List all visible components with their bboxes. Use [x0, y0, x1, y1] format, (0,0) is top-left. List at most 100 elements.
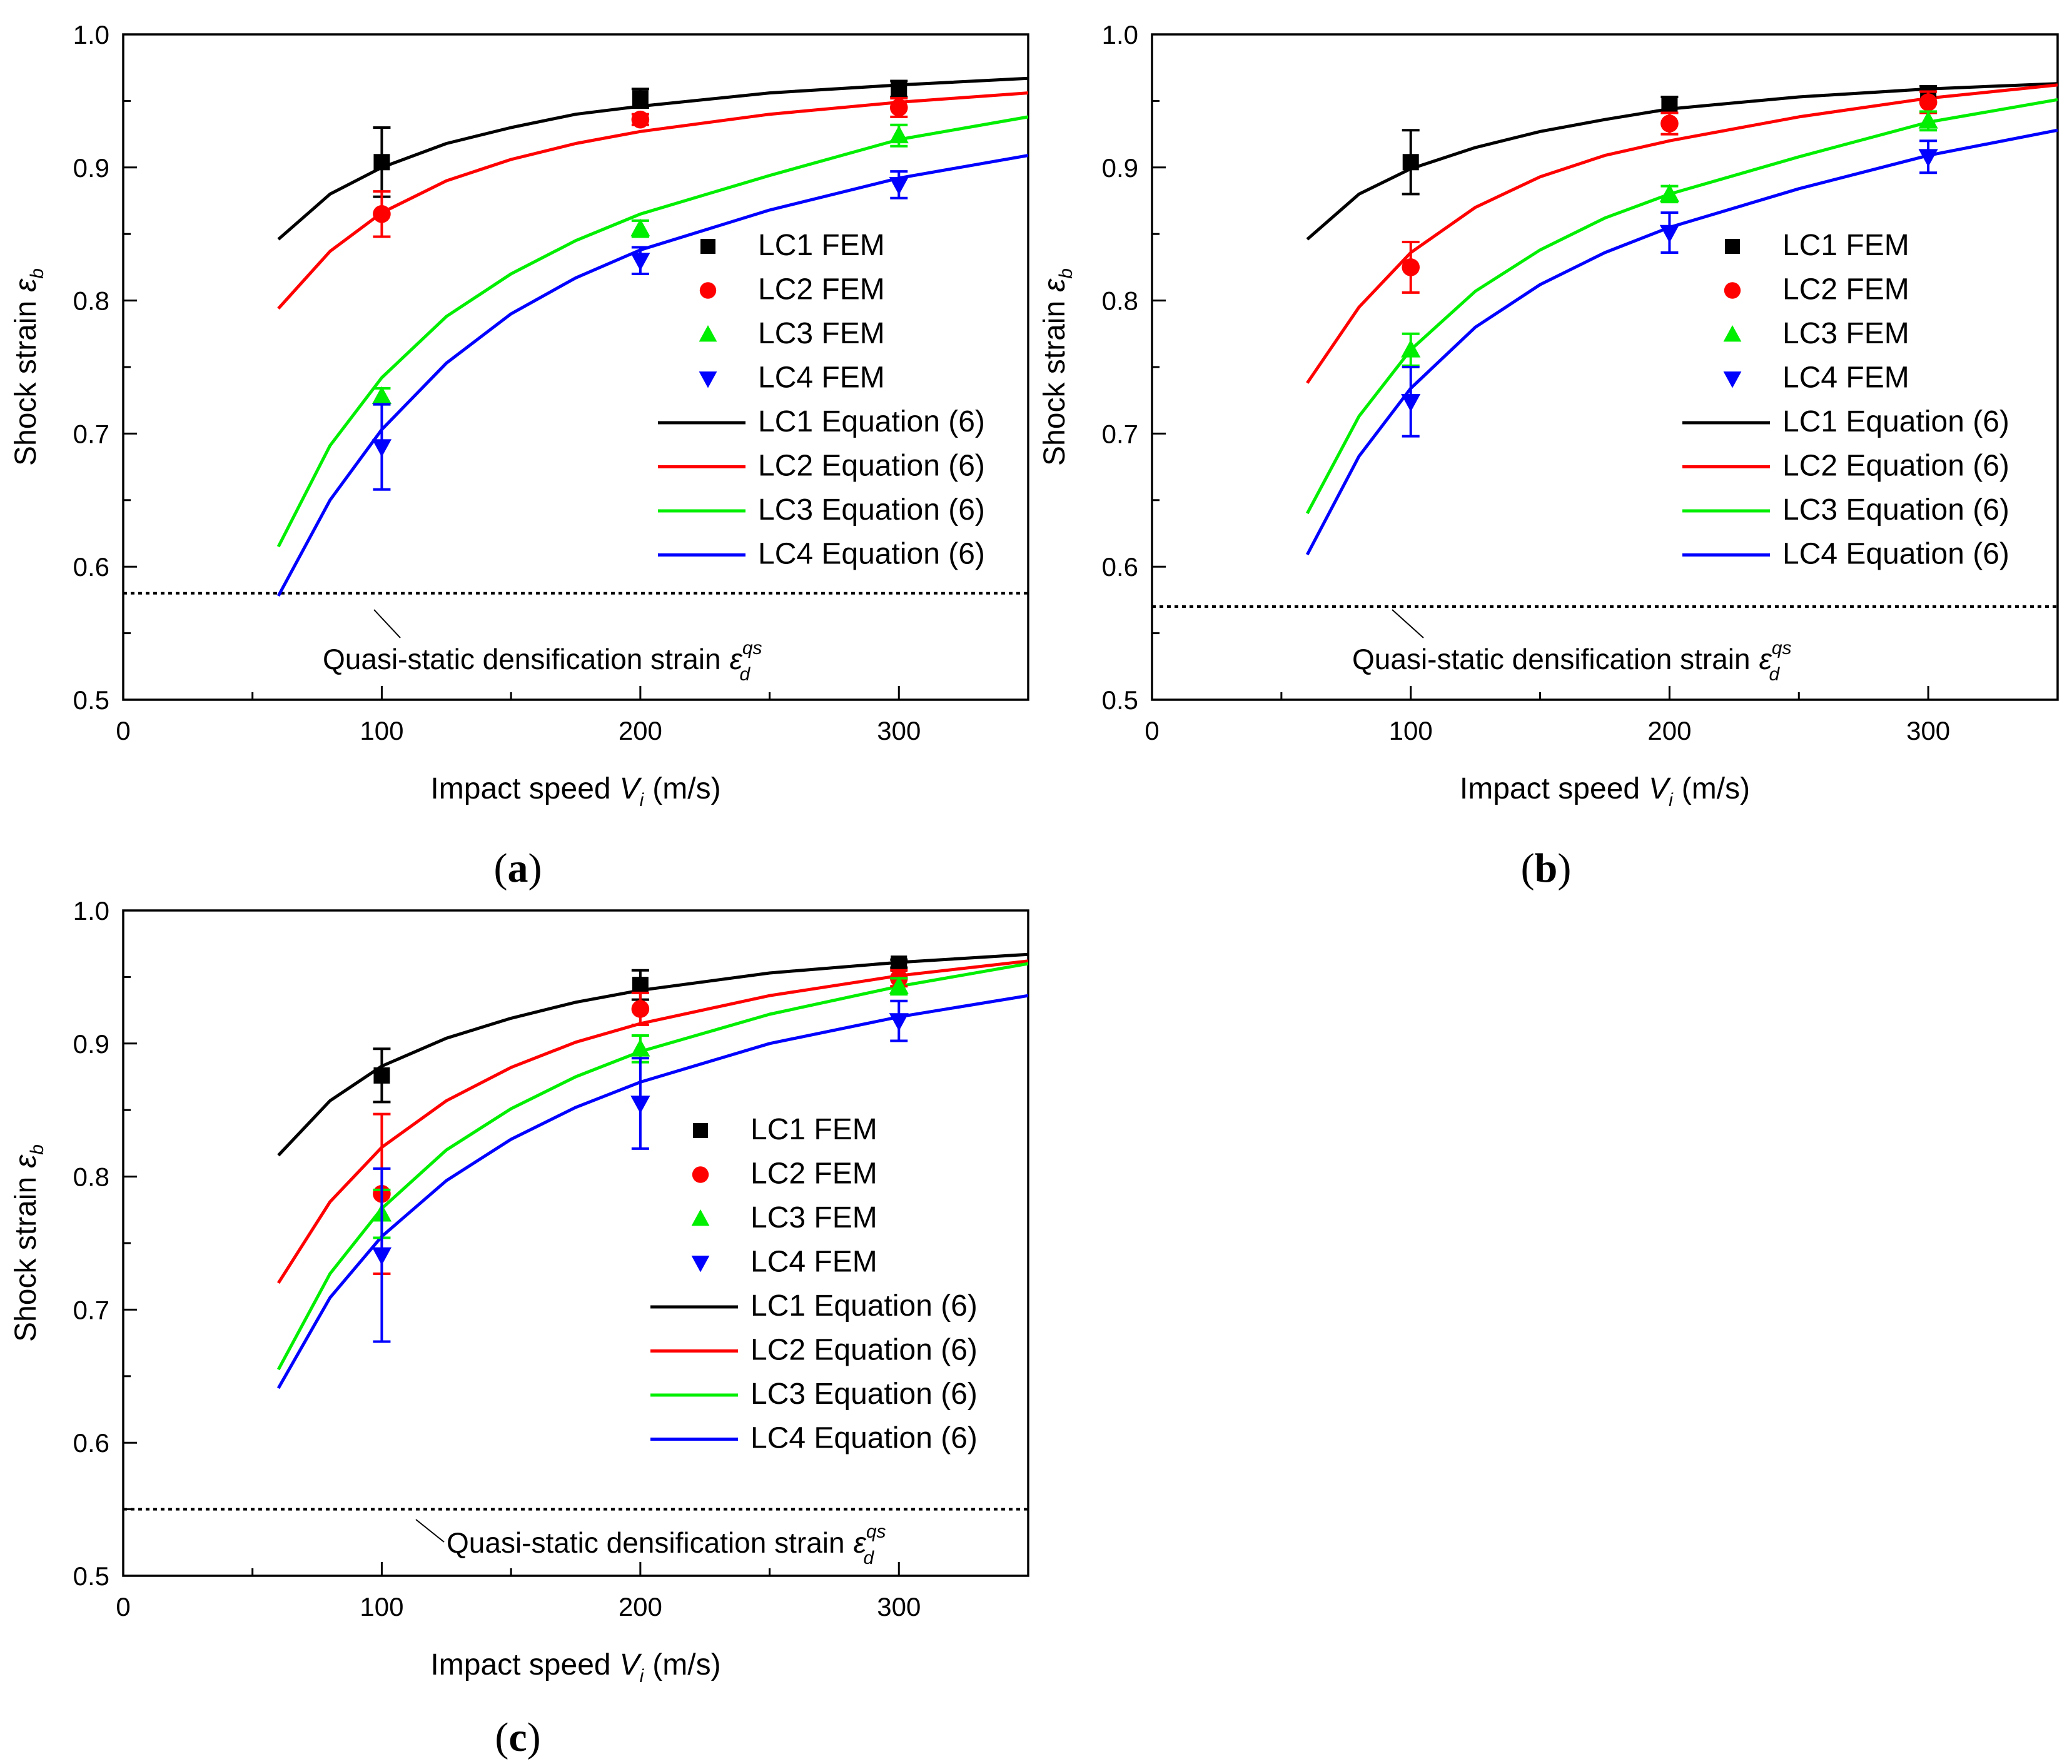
y-tick-label: 0.5 — [73, 1561, 109, 1591]
legend-marker-lc3 — [691, 1209, 710, 1226]
legend: LC1 FEM LC2 FEM LC3 FEM LC4 FEM LC1 Equation… — [650, 1113, 978, 1455]
x-tick-label: 0 — [1145, 716, 1159, 745]
note-symbol: ε — [854, 1526, 867, 1559]
marker-lc3-fem — [889, 976, 909, 994]
legend-label: LC1 Equation (6) — [750, 1289, 978, 1323]
marker-lc4-fem — [371, 439, 392, 457]
y-axis-label-text: Shock strain — [9, 1177, 43, 1342]
note-text: Quasi-static densification strain — [447, 1526, 845, 1559]
x-tick-label: 0 — [116, 1592, 130, 1621]
legend-label: LC2 FEM — [750, 1157, 877, 1191]
marker-lc1-fem — [632, 90, 649, 107]
marker-lc3-fem — [889, 125, 909, 144]
panel-caption-letter: c — [508, 1715, 527, 1760]
curve-lc1 — [277, 76, 1028, 241]
note-text: Quasi-static densification strain — [1352, 643, 1751, 675]
legend-label: LC4 Equation (6) — [1782, 538, 2009, 571]
curve-lc1 — [1306, 82, 2058, 241]
x-axis-label-text: Impact speed — [430, 1648, 610, 1681]
legend-label: LC2 FEM — [758, 273, 885, 306]
y-tick-label: 0.8 — [1102, 286, 1138, 316]
legend-label: LC1 Equation (6) — [758, 405, 985, 438]
marker-lc4-fem — [371, 1247, 392, 1266]
curve-lc2 — [276, 959, 1028, 1284]
y-tick-label: 0.9 — [73, 153, 109, 183]
panel-caption-open: ( — [1521, 845, 1535, 891]
x-axis-label-unit: (m/s) — [652, 772, 720, 805]
marker-lc4-fem — [1659, 224, 1680, 243]
plot-frame — [122, 33, 1029, 701]
marker-lc4-fem — [630, 253, 650, 271]
x-tick-label: 300 — [877, 1592, 921, 1621]
marker-lc3-fem — [630, 218, 650, 237]
marker-lc4-fem — [1918, 149, 1938, 168]
panel-caption-close: ) — [1557, 845, 1571, 891]
legend-marker-lc3 — [1723, 325, 1742, 342]
legend-marker-lc1 — [1725, 239, 1740, 254]
marker-lc1-fem — [891, 81, 907, 98]
note-symbol: ε — [1759, 643, 1772, 675]
y-tick-label: 0.6 — [73, 1428, 109, 1458]
y-axis-label-var: ε — [9, 278, 43, 292]
legend-label: LC2 Equation (6) — [1782, 450, 2009, 483]
legend-marker-lc2 — [692, 1166, 709, 1183]
marker-lc1-fem — [632, 977, 649, 994]
y-axis-label-sub: b — [1056, 268, 1076, 279]
note-sup: qs — [1772, 638, 1792, 658]
legend-marker-lc1 — [700, 239, 715, 254]
marker-lc1-fem — [373, 154, 390, 171]
x-axis-label-text: Impact speed — [430, 772, 610, 805]
legend-marker-lc4 — [691, 1256, 710, 1273]
y-tick-label: 1.0 — [73, 896, 109, 925]
y-tick-label: 0.6 — [1102, 552, 1138, 582]
y-tick-label: 0.8 — [73, 1162, 109, 1192]
note-sub: d — [1769, 664, 1781, 685]
note-sup: qs — [742, 638, 762, 658]
chart-panel-c: 0 100 200 300 0.5 0.6 0.7 0.8 0.9 1.0 Impact speed… — [9, 896, 1029, 1760]
panel-caption-letter: a — [508, 845, 528, 891]
marker-lc4-fem — [889, 177, 909, 195]
note-text: Quasi-static densification strain — [323, 643, 721, 675]
x-axis-label-text: Impact speed — [1460, 772, 1640, 805]
curve-lc3 — [276, 962, 1028, 1371]
legend: LC1 FEM LC2 FEM LC3 FEM LC4 FEM LC1 Equation… — [658, 229, 985, 571]
y-tick-label: 0.9 — [73, 1029, 109, 1059]
x-tick-label: 200 — [1647, 716, 1691, 745]
curve-lc4 — [1305, 128, 2058, 556]
note-leader-line — [415, 1519, 445, 1543]
legend-label: LC3 Equation (6) — [758, 493, 985, 527]
marker-lc2-fem — [889, 98, 908, 117]
y-tick-label: 1.0 — [73, 20, 109, 49]
y-tick-label: 0.7 — [1102, 419, 1138, 448]
y-axis-label-var: ε — [9, 1154, 43, 1168]
x-axis-label: Impact speed Vi (m/s) — [1460, 772, 1750, 810]
panel-caption-close: ) — [527, 1715, 541, 1760]
x-axis-label-var: V — [620, 1648, 642, 1681]
panel-caption: (c) — [495, 1715, 540, 1760]
x-axis-label-unit: (m/s) — [652, 1648, 720, 1681]
x-axis-label-sub: i — [640, 1666, 645, 1686]
panel-caption-close: ) — [528, 845, 542, 891]
curve-lc3 — [1305, 98, 2058, 515]
note-sup: qs — [866, 1521, 886, 1542]
curve-lc4 — [276, 154, 1028, 597]
legend-label: LC4 Equation (6) — [758, 538, 985, 571]
y-tick-label: 1.0 — [1102, 20, 1138, 49]
note-sub: d — [864, 1548, 875, 1568]
x-tick-label: 200 — [619, 1592, 662, 1621]
marker-lc3-fem — [1659, 184, 1680, 202]
curve-lc2 — [277, 91, 1028, 310]
y-axis-label: Shock strain εb — [9, 1144, 48, 1342]
legend-label: LC1 FEM — [750, 1113, 877, 1146]
curve-lc3 — [276, 115, 1028, 548]
legend-label: LC4 Equation (6) — [750, 1422, 978, 1455]
densification-note: Quasi-static densification strain εqs d — [447, 1521, 886, 1568]
legend: LC1 FEM LC2 FEM LC3 FEM LC4 FEM LC1 Equation… — [1682, 229, 2009, 571]
y-axis-label-var: ε — [1038, 278, 1071, 292]
panel-caption: (b) — [1521, 845, 1572, 891]
x-axis-label: Impact speed Vi (m/s) — [430, 1648, 720, 1686]
x-axis-label: Impact speed Vi (m/s) — [430, 772, 720, 810]
legend-label: LC1 Equation (6) — [1782, 405, 2009, 438]
legend-marker-lc2 — [699, 282, 717, 299]
